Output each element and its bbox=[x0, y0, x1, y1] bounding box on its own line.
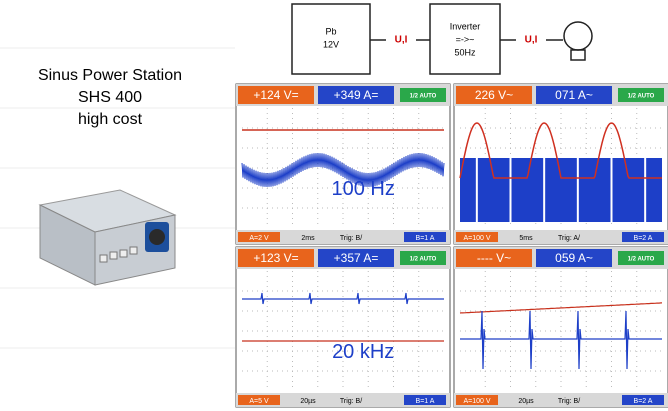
mode: 1/2 AUTO bbox=[410, 257, 437, 263]
mode: 1/2 AUTO bbox=[628, 94, 655, 100]
inverter-label: Inverter bbox=[450, 21, 481, 31]
link-label: U,I bbox=[395, 35, 408, 46]
scope-screen: +123 V= +357 A= 1/2 AUTO 20 kHz A=5 V 20µs Tri… bbox=[236, 247, 450, 407]
scale-b: B=2 A bbox=[634, 235, 653, 242]
frequency-label: 100 Hz bbox=[332, 178, 395, 200]
reading-a: +124 V= bbox=[253, 88, 298, 102]
scope-screen: +124 V= +349 A= 1/2 AUTO 100 Hz A=2 V 2ms Trig… bbox=[236, 84, 450, 244]
scale-a: A=2 V bbox=[249, 235, 269, 242]
caption-line: Sinus Power Station bbox=[38, 67, 182, 84]
trigger: Trig: B/ bbox=[340, 235, 362, 242]
scale-a: A=5 V bbox=[249, 398, 269, 405]
reading-a: +123 V= bbox=[253, 251, 298, 265]
scale-b: B=1 A bbox=[416, 398, 435, 405]
reading-b: +357 A= bbox=[334, 251, 379, 265]
reading-b: +349 A= bbox=[334, 88, 379, 102]
inverter-label: 50Hz bbox=[454, 47, 476, 57]
timebase: 20µs bbox=[300, 398, 316, 405]
reading-b: 071 A~ bbox=[555, 88, 593, 102]
reading-a: ---- V~ bbox=[477, 251, 511, 265]
frequency-label: 20 kHz bbox=[332, 341, 394, 363]
scale-a: A=100 V bbox=[463, 398, 490, 405]
reading-a: 226 V~ bbox=[475, 88, 513, 102]
trigger: Trig: A/ bbox=[558, 235, 580, 242]
trigger: Trig: B/ bbox=[558, 398, 580, 405]
caption-line: SHS 400 bbox=[78, 89, 142, 106]
mode: 1/2 AUTO bbox=[628, 257, 655, 263]
battery-label: Pb bbox=[325, 26, 336, 36]
link-label: U,I bbox=[525, 35, 538, 46]
trigger: Trig: B/ bbox=[340, 398, 362, 405]
caption-line: high cost bbox=[78, 111, 143, 128]
reading-b: 059 A~ bbox=[555, 251, 593, 265]
timebase: 5ms bbox=[519, 235, 533, 242]
slide: Sinus Power Station SHS 400 high cost Pb… bbox=[0, 0, 668, 411]
timebase: 2ms bbox=[301, 235, 315, 242]
scope-screen: 226 V~ 071 A~ 1/2 AUTO A=100 V 5ms Trig: A/B=… bbox=[454, 84, 668, 244]
inverter-photo bbox=[40, 190, 175, 285]
mode: 1/2 AUTO bbox=[410, 94, 437, 100]
scope-grid: +124 V= +349 A= 1/2 AUTO 100 Hz A=2 V 2ms Trig… bbox=[236, 84, 668, 407]
inverter-label: =->~ bbox=[456, 34, 475, 44]
scale-b: B=2 A bbox=[634, 398, 653, 405]
waveform bbox=[460, 158, 662, 222]
bulb-icon bbox=[564, 22, 592, 60]
scale-b: B=1 A bbox=[416, 235, 435, 242]
block-diagram: Pb 12V U,I Inverter =->~ 50Hz U,I bbox=[292, 4, 592, 74]
battery-label: 12V bbox=[323, 39, 339, 49]
timebase: 20µs bbox=[518, 398, 534, 405]
scale-a: A=100 V bbox=[463, 235, 490, 242]
scope-screen: ---- V~ 059 A~ 1/2 AUTO A=100 V 20µs Trig: B/… bbox=[454, 247, 668, 407]
